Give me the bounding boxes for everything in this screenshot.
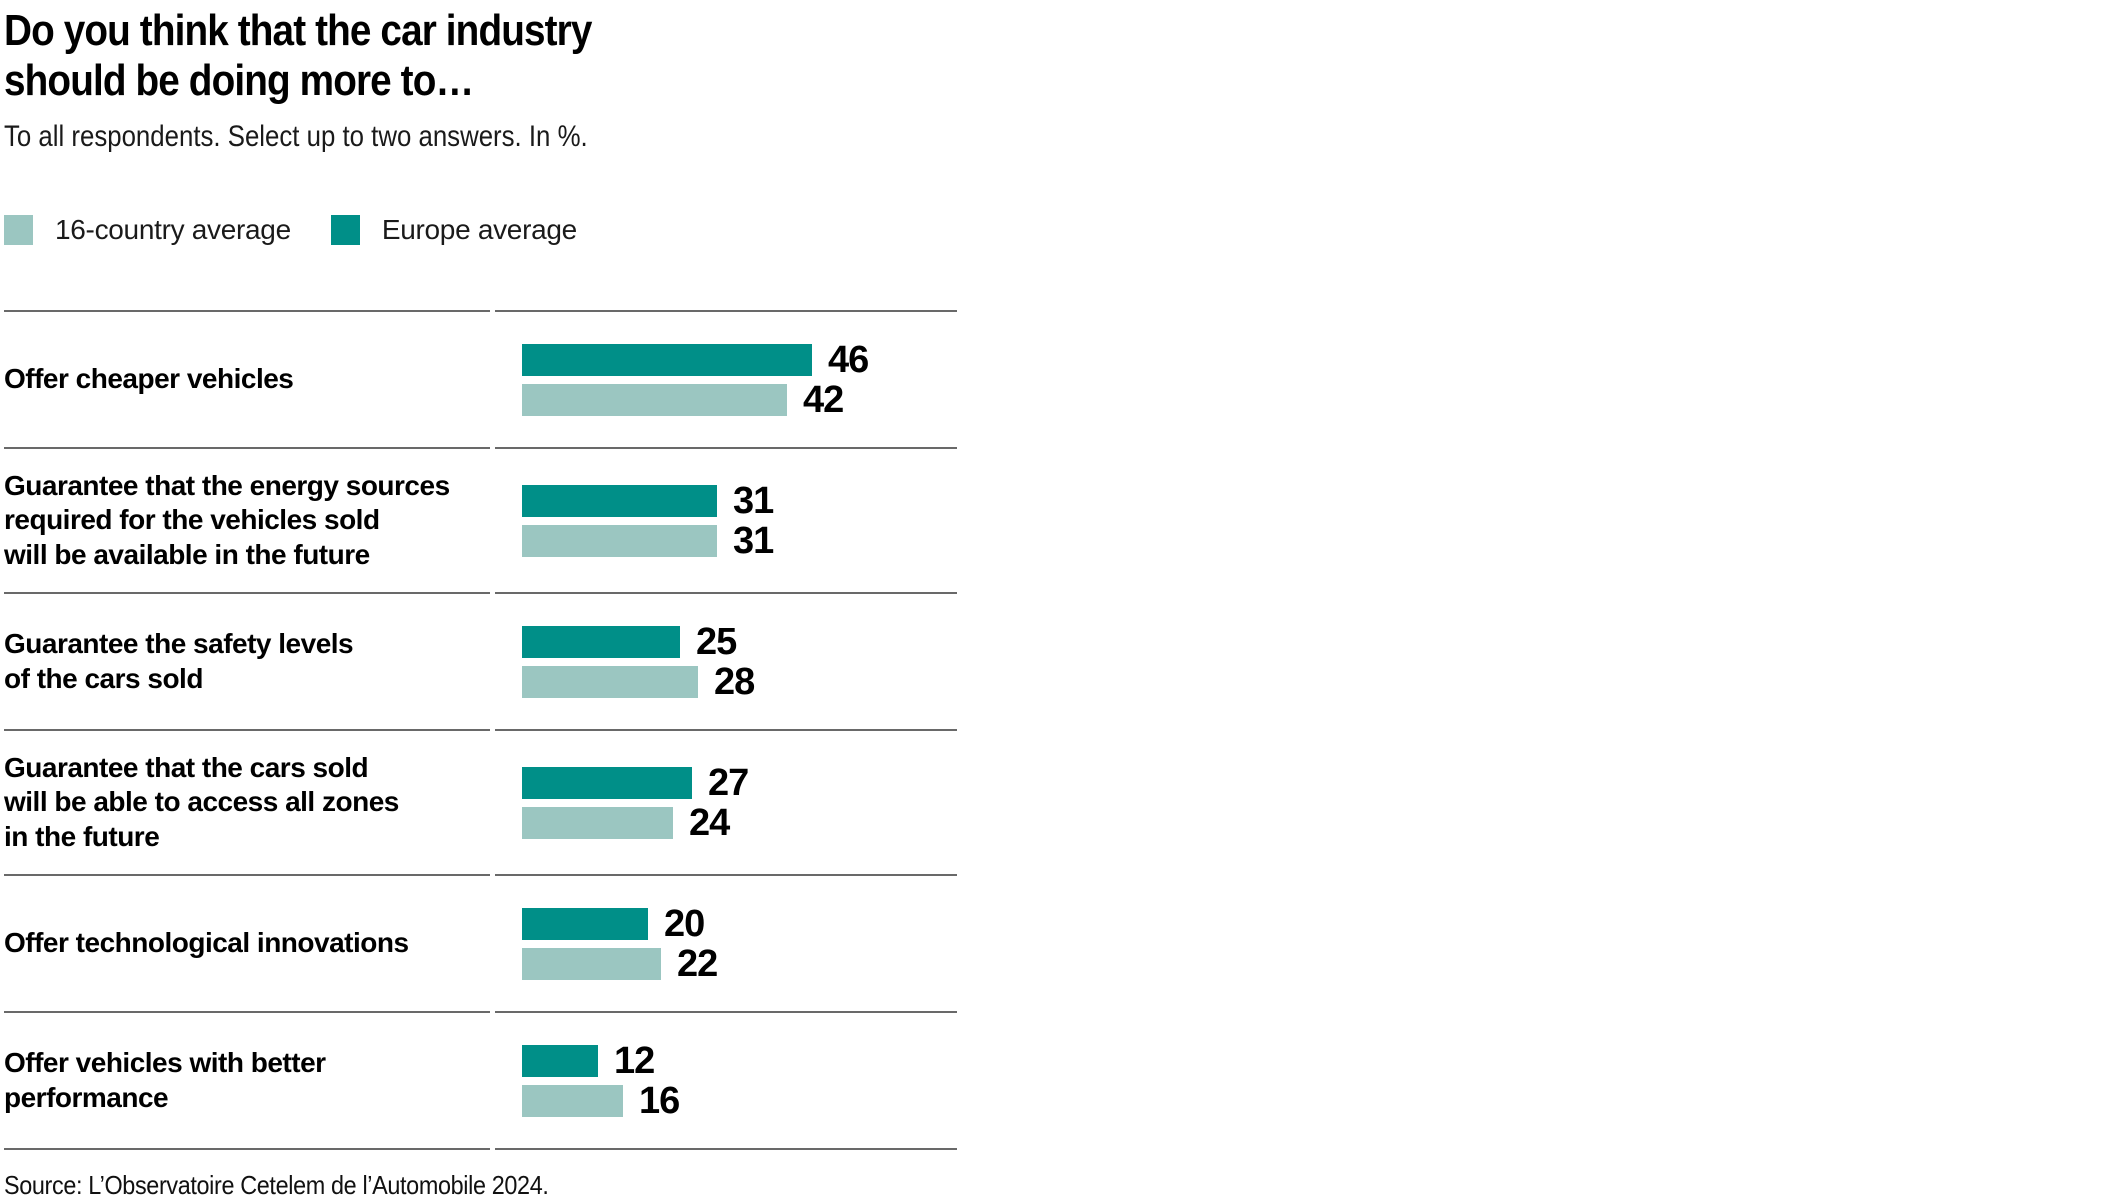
bar-16-country-average [522,524,717,557]
bar-value-16-country: 16 [639,1079,680,1122]
bar-value-europe: 27 [708,761,749,804]
category-label: Offer cheaper vehicles [4,363,294,395]
bar-value-16-country: 42 [803,378,844,421]
legend-label: 16-country average [55,214,291,245]
bottom-rule [4,1148,957,1150]
legend-item-europe-average: Europe average [330,214,577,246]
bar-europe-average [522,343,812,376]
chart-row: Guarantee that the energy sources requir… [4,447,957,592]
bar-16-country-average [522,665,698,698]
category-label: Offer technological innovations [4,927,409,959]
chart-row: Offer cheaper vehicles 46 42 [4,310,957,447]
bar-16-country-average [522,383,787,416]
category-label: Guarantee that the energy sources requir… [4,470,450,570]
source-note: Source: L’Observatoire Cetelem de l’Auto… [4,1170,549,1200]
legend-label: Europe average [381,214,577,245]
category-label: Guarantee the safety levels of the cars … [4,628,354,694]
category-label: Offer vehicles with better performance [4,1047,326,1113]
bar-value-europe: 31 [733,479,774,522]
bar-value-16-country: 22 [677,942,718,985]
bar-value-16-country: 28 [714,660,755,703]
chart-title-line1: Do you think that the car industry [4,6,592,55]
chart-row: Guarantee that the cars sold will be abl… [4,729,957,874]
bar-16-country-average [522,947,661,980]
legend-swatch-europe-average [330,215,360,245]
bar-value-16-country: 31 [733,519,774,562]
bar-value-europe: 25 [696,620,737,663]
chart-title-line2: should be doing more to… [4,56,474,105]
chart-row: Guarantee the safety levels of the cars … [4,592,957,729]
bar-europe-average [522,766,692,799]
legend-swatch-16-country-average [4,215,33,245]
chart-legend: 16-country average Europe average [4,214,957,246]
bar-europe-average [522,625,680,658]
bar-value-europe: 12 [614,1039,655,1082]
bar-16-country-average [522,806,673,839]
bar-16-country-average [522,1084,623,1117]
chart-rows: Offer cheaper vehicles 46 42 Guarantee t… [4,310,957,1150]
category-label: Guarantee that the cars sold will be abl… [4,752,399,852]
bar-europe-average [522,1044,598,1077]
bar-value-europe: 20 [664,902,705,945]
chart-row: Offer vehicles with better performance 1… [4,1011,957,1148]
chart-row: Offer technological innovations 20 22 [4,874,957,1011]
bar-value-16-country: 24 [689,801,730,844]
chart-title: Do you think that the car industry should… [4,6,843,106]
legend-item-16-country-average: 16-country average [4,214,291,246]
bar-europe-average [522,484,717,517]
chart-container: Do you think that the car industry should… [0,0,957,1201]
chart-subtitle: To all respondents. Select up to two ans… [4,120,588,153]
bar-value-europe: 46 [828,338,869,381]
bar-europe-average [522,907,648,940]
